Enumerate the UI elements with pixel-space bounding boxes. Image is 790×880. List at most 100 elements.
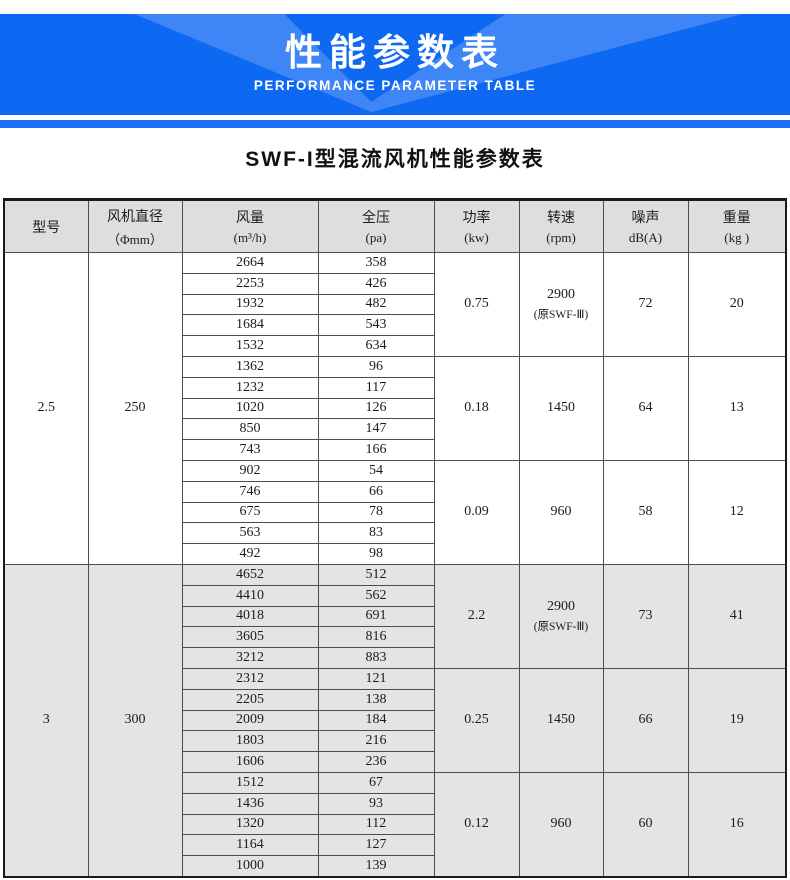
table-row: 1606 236: [4, 751, 786, 773]
power-cell: 0.12: [433, 771, 520, 878]
speed-cell-value: 1450: [547, 712, 575, 728]
airflow-cell: 563: [181, 522, 319, 545]
table-row: 743 166: [4, 439, 786, 461]
col-header-noise-label: 噪声: [631, 209, 660, 225]
pressure-cell: 126: [317, 397, 435, 420]
airflow-cell: 3212: [181, 647, 319, 669]
airflow-cell: 1000: [181, 855, 319, 878]
pressure-cell: 138: [317, 688, 435, 711]
noise-cell-value: 64: [638, 400, 653, 416]
airflow-cell: 4018: [181, 605, 319, 628]
col-header-pressure: 全压 (pa): [317, 199, 435, 253]
airflow-cell: 675: [181, 501, 319, 524]
power-cell: 0.18: [433, 355, 520, 461]
airflow-cell-value: 1320: [236, 816, 264, 832]
banner-text: 性能参数表 PERFORMANCE PARAMETER TABLE: [0, 14, 790, 94]
weight-cell-value: 16: [729, 816, 744, 832]
model-cell-value: 2.5: [37, 400, 56, 416]
noise-cell: 58: [602, 459, 689, 565]
speed-cell-value: 2900: [547, 286, 575, 302]
table-row: 1020 126: [4, 397, 786, 420]
power-cell-value: 0.75: [464, 296, 489, 312]
power-cell-value: 2.2: [467, 608, 486, 624]
table-row: 850 147: [4, 418, 786, 441]
airflow-cell-value: 902: [239, 462, 261, 478]
pressure-cell: 562: [317, 584, 435, 607]
diameter-cell-value: 250: [124, 400, 146, 416]
speed-note: (原SWF-Ⅲ): [533, 308, 589, 321]
col-header-power-unit: (kw): [464, 230, 489, 245]
airflow-cell: 4652: [181, 563, 319, 586]
col-header-diameter: 风机直径 （Φmm）: [87, 199, 183, 253]
airflow-cell-value: 3212: [236, 650, 264, 666]
pressure-cell: 93: [317, 792, 435, 815]
col-header-airflow: 风量 (m³/h): [181, 199, 319, 253]
pressure-cell-value: 67: [369, 774, 383, 790]
table-row: 2.5 250 2664 358 0.75 2900 (原SWF-Ⅲ) 72 20: [3, 252, 787, 565]
noise-cell-value: 60: [638, 816, 653, 832]
col-header-power-label: 功率: [462, 209, 491, 225]
section-title: SWF-I型混流风机性能参数表: [245, 148, 545, 171]
weight-cell: 19: [687, 667, 787, 773]
table-row: 3605 816: [4, 626, 786, 649]
airflow-cell-value: 675: [239, 504, 261, 520]
power-cell-value: 0.09: [464, 504, 489, 520]
pressure-cell-value: 139: [365, 858, 387, 873]
weight-cell-value: 20: [729, 296, 744, 312]
power-cell-value: 0.12: [464, 816, 489, 832]
table-row: 3212 883: [4, 647, 786, 669]
power-cell-value: 0.25: [464, 712, 489, 728]
noise-cell: 60: [602, 771, 689, 878]
airflow-cell: 1932: [181, 293, 319, 316]
pressure-cell-value: 121: [365, 670, 387, 686]
airflow-cell-value: 1684: [236, 317, 264, 333]
table-row: 746 66: [4, 480, 786, 503]
airflow-cell: 902: [181, 459, 319, 482]
speed-cell-value: 960: [550, 816, 572, 832]
table-row: 675 78: [4, 501, 786, 524]
table-row: 1232 117: [4, 376, 786, 399]
weight-cell: 20: [687, 252, 787, 357]
airflow-cell-value: 1000: [236, 858, 264, 873]
airflow-cell: 2205: [181, 688, 319, 711]
pressure-cell: 112: [317, 813, 435, 836]
col-header-noise-unit: dB(A): [628, 230, 663, 245]
pressure-cell-value: 78: [369, 504, 383, 520]
airflow-cell: 1164: [181, 834, 319, 857]
pressure-cell-value: 166: [365, 442, 387, 458]
table-row: 4410 562: [4, 584, 786, 607]
airflow-cell: 1436: [181, 792, 319, 815]
col-header-airflow-label: 风量: [236, 209, 264, 225]
table-row: 563 83: [4, 522, 786, 545]
speed-cell: 960: [518, 771, 604, 878]
col-header-noise: 噪声 dB(A): [602, 199, 689, 253]
pressure-cell-value: 112: [365, 816, 387, 832]
pressure-cell-value: 562: [365, 587, 387, 603]
airflow-cell-value: 2664: [236, 254, 264, 270]
pressure-cell: 67: [317, 771, 435, 794]
pressure-cell: 83: [317, 522, 435, 545]
power-cell: 0.09: [433, 459, 520, 565]
col-header-model-label: 型号: [32, 218, 61, 235]
table-row: 1932 482: [4, 293, 786, 316]
pressure-cell-value: 54: [369, 462, 383, 478]
airflow-cell-value: 2312: [236, 670, 264, 686]
pressure-cell-value: 98: [369, 546, 383, 562]
noise-cell: 66: [602, 667, 689, 773]
pressure-cell-value: 96: [369, 358, 383, 374]
airflow-cell-value: 2205: [236, 691, 264, 707]
pressure-cell: 54: [317, 459, 435, 482]
pressure-cell-value: 634: [365, 338, 387, 354]
pressure-cell: 816: [317, 626, 435, 649]
airflow-cell: 1532: [181, 335, 319, 357]
noise-cell-value: 73: [638, 608, 653, 624]
pressure-cell-value: 126: [365, 400, 387, 416]
pressure-cell-value: 543: [365, 317, 387, 333]
diameter-cell: 250: [87, 252, 183, 565]
airflow-cell-value: 3605: [236, 629, 264, 645]
pressure-cell-value: 216: [365, 733, 387, 749]
airflow-cell: 746: [181, 480, 319, 503]
col-header-diameter-unit: （Φmm）: [107, 231, 163, 247]
pressure-cell-value: 816: [365, 629, 387, 645]
